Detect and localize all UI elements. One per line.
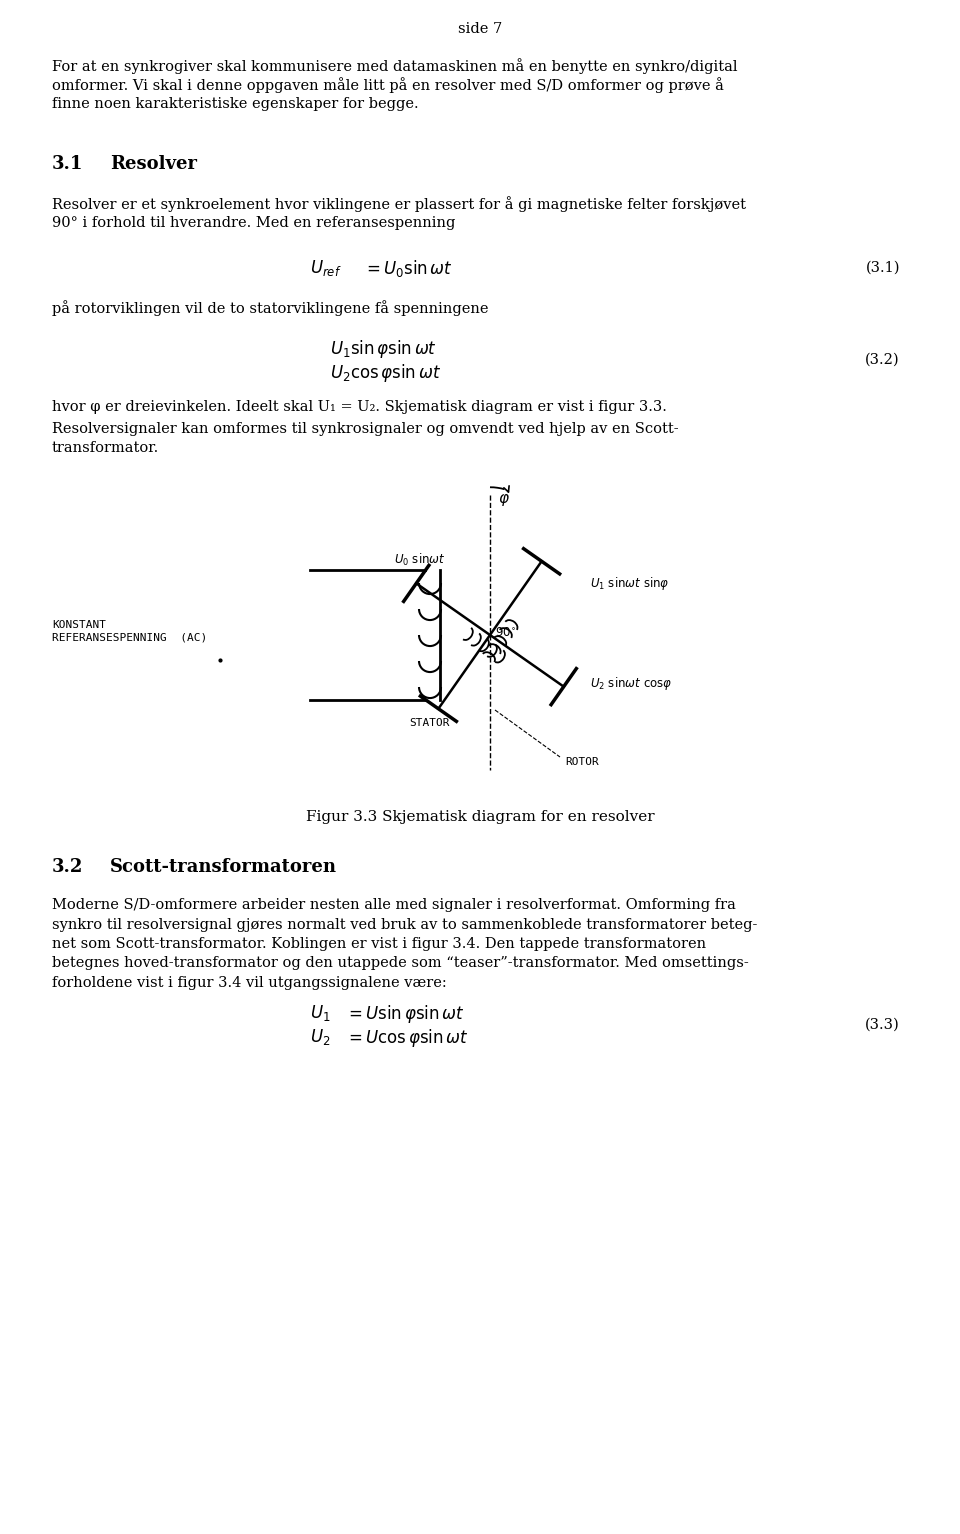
Text: $= U\cos\varphi\sin\omega t$: $= U\cos\varphi\sin\omega t$	[345, 1026, 468, 1049]
Text: $= U\sin\varphi\sin\omega t$: $= U\sin\varphi\sin\omega t$	[345, 1003, 465, 1025]
Text: på rotorviklingen vil de to statorviklingene få spenningene: på rotorviklingen vil de to statorviklin…	[52, 301, 489, 316]
Text: Scott-transformatoren: Scott-transformatoren	[110, 858, 337, 876]
Text: transformator.: transformator.	[52, 442, 159, 456]
Text: betegnes hoved-transformator og den utappede som “teaser”-transformator. Med oms: betegnes hoved-transformator og den utap…	[52, 957, 749, 971]
Text: $U_1$: $U_1$	[310, 1003, 330, 1023]
Text: $\varphi$: $\varphi$	[498, 492, 510, 508]
Text: STATOR: STATOR	[410, 718, 450, 729]
Text: omformer. Vi skal i denne oppgaven måle litt på en resolver med S/D omformer og : omformer. Vi skal i denne oppgaven måle …	[52, 78, 724, 94]
Text: KONSTANT: KONSTANT	[52, 620, 106, 630]
Text: $U_0\ \mathsf{sin}\omega t$: $U_0\ \mathsf{sin}\omega t$	[395, 552, 445, 568]
Text: $U_2 \cos\varphi \sin\omega t$: $U_2 \cos\varphi \sin\omega t$	[330, 362, 442, 384]
Text: Resolver: Resolver	[110, 155, 197, 173]
Text: Resolversignaler kan omformes til synkrosignaler og omvendt ved hjelp av en Scot: Resolversignaler kan omformes til synkro…	[52, 422, 679, 436]
Text: 3.2: 3.2	[52, 858, 84, 876]
Text: $U_1\ \mathsf{sin}\omega t\ \mathsf{sin}\varphi$: $U_1\ \mathsf{sin}\omega t\ \mathsf{sin}…	[590, 575, 669, 592]
Text: $U_2$: $U_2$	[310, 1026, 330, 1048]
Text: Figur 3.3 Skjematisk diagram for en resolver: Figur 3.3 Skjematisk diagram for en reso…	[305, 810, 655, 824]
Text: $U_{ref}$: $U_{ref}$	[310, 258, 342, 278]
Text: $= U_0\sin\omega t$: $= U_0\sin\omega t$	[363, 258, 453, 279]
Text: synkro til resolversignal gjøres normalt ved bruk av to sammenkoblede transforma: synkro til resolversignal gjøres normalt…	[52, 917, 757, 931]
Text: Moderne S/D-omformere arbeider nesten alle med signaler i resolverformat. Omform: Moderne S/D-omformere arbeider nesten al…	[52, 897, 736, 913]
Text: forholdene vist i figur 3.4 vil utgangssignalene være:: forholdene vist i figur 3.4 vil utgangss…	[52, 976, 446, 989]
Text: REFERANSESPENNING  (AC): REFERANSESPENNING (AC)	[52, 634, 207, 643]
Text: hvor φ er dreievinkelen. Ideelt skal U₁ = U₂. Skjematisk diagram er vist i figur: hvor φ er dreievinkelen. Ideelt skal U₁ …	[52, 400, 667, 414]
Text: $90^{\circ}$: $90^{\circ}$	[495, 626, 516, 640]
Text: 3.1: 3.1	[52, 155, 84, 173]
Text: 90° i forhold til hverandre. Med en referansespenning: 90° i forhold til hverandre. Med en refe…	[52, 215, 455, 230]
Text: finne noen karakteristiske egenskaper for begge.: finne noen karakteristiske egenskaper fo…	[52, 97, 419, 110]
Text: net som Scott-transformator. Koblingen er vist i figur 3.4. Den tappede transfor: net som Scott-transformator. Koblingen e…	[52, 937, 707, 951]
Text: (3.3): (3.3)	[865, 1019, 900, 1032]
Text: $U_2\ \mathsf{sin}\omega t\ \mathsf{cos}\varphi$: $U_2\ \mathsf{sin}\omega t\ \mathsf{cos}…	[590, 675, 672, 692]
Text: (3.2): (3.2)	[865, 353, 900, 367]
Text: $U_1 \sin\varphi \sin\omega t$: $U_1 \sin\varphi \sin\omega t$	[330, 337, 437, 360]
Text: ROTOR: ROTOR	[565, 756, 599, 767]
Text: (3.1): (3.1)	[866, 261, 900, 275]
Text: For at en synkrogiver skal kommunisere med datamaskinen må en benytte en synkro/: For at en synkrogiver skal kommunisere m…	[52, 58, 737, 74]
Text: Resolver er et synkroelement hvor viklingene er plassert for å gi magnetiske fel: Resolver er et synkroelement hvor viklin…	[52, 196, 746, 212]
Text: side 7: side 7	[458, 21, 502, 35]
